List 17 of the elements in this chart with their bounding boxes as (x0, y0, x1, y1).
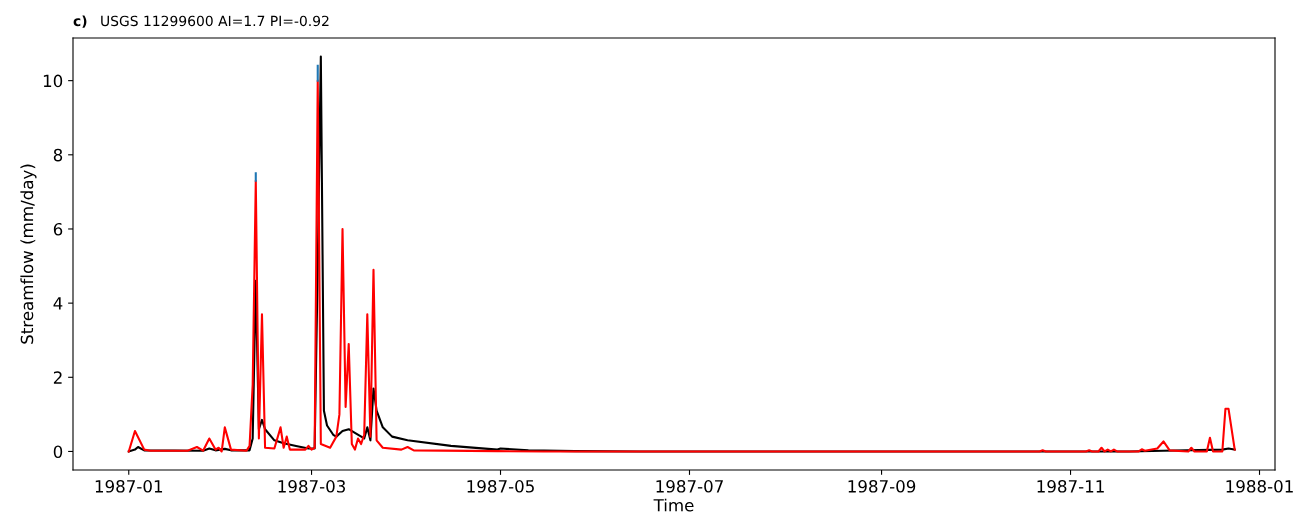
x-tick-label: 1987-07 (656, 480, 723, 493)
y-tick-label: 2 (53, 371, 62, 384)
x-tick-label: 1987-01 (95, 480, 163, 493)
x-tick-label: 1987-09 (848, 480, 916, 493)
x-tick-label: 1987-03 (278, 480, 346, 493)
text: c) (73, 15, 87, 28)
y-tick-label: 4 (53, 297, 63, 310)
y-tick-label: 10 (43, 74, 63, 88)
y-tick-label: 0 (53, 445, 63, 459)
y-tick-label: 6 (53, 222, 63, 236)
x-axis-title: Time (653, 498, 694, 512)
chart-title: USGS 11299600 AI=1.7 PI=-0.92 (101, 15, 329, 27)
x-tick-label: 1987-05 (467, 480, 534, 493)
y-axis-title: Streamflow (mm/day) (20, 164, 37, 344)
y-tick-label: 8 (53, 148, 63, 162)
x-tick-label: 1987-11 (1037, 480, 1104, 493)
x-tick-label: 1988-01 (1226, 480, 1293, 493)
